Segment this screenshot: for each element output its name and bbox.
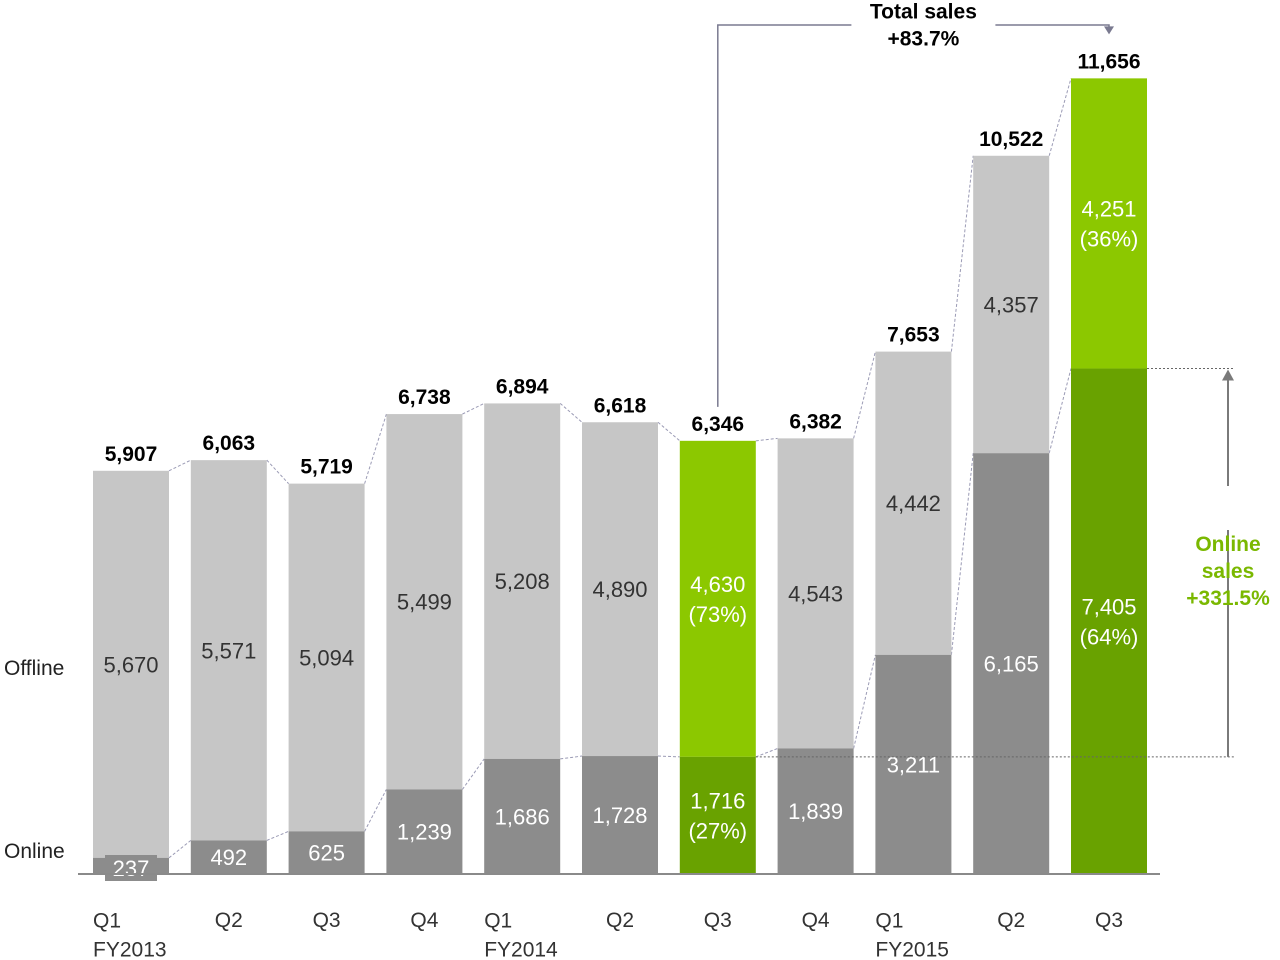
bar-online (777, 748, 854, 874)
offline-value-label: 4,630 (73%) (688, 572, 747, 627)
total-sales-bracket (995, 24, 1110, 29)
online-value-label: 1,686 (495, 804, 550, 829)
bar-offline (973, 155, 1050, 454)
total-value-label: 6,063 (203, 432, 256, 455)
total-connector (657, 421, 681, 442)
total-value-label: 6,382 (789, 410, 842, 433)
offline-value-label: 4,890 (592, 577, 647, 602)
online-connector (266, 830, 289, 841)
bar-online (973, 453, 1050, 874)
total-sales-bracket (717, 24, 852, 407)
total-sales-arrowhead (1104, 26, 1114, 35)
total-value-label: 6,738 (398, 386, 451, 409)
total-connector (853, 351, 876, 439)
online-sales-annotation: Online sales +331.5% (1186, 533, 1270, 610)
online-connector (853, 654, 876, 749)
online-connector (950, 453, 974, 655)
total-connector (168, 459, 192, 472)
total-connector (364, 413, 387, 484)
legend-online-label: Online (4, 840, 65, 863)
bar-offline (875, 351, 952, 655)
bar-online (1071, 368, 1147, 874)
total-value-label: 6,618 (594, 394, 647, 417)
online-value-label: 6,165 (984, 652, 1039, 677)
online-connector (755, 748, 778, 758)
online-connector (364, 789, 387, 832)
online-connector (168, 840, 192, 859)
bar-offline (679, 440, 756, 757)
total-connector (755, 437, 778, 442)
x-tick-label: Q1 FY2014 (484, 910, 558, 960)
total-value-label: 5,907 (105, 443, 158, 466)
x-tick-label: Q3 (704, 909, 732, 932)
offline-value-label: 4,543 (788, 581, 843, 606)
online-connector (1048, 368, 1072, 454)
online-value-label: 7,405 (64%) (1080, 594, 1139, 649)
total-value-label: 10,522 (979, 128, 1043, 151)
online-connector (461, 758, 485, 790)
bar-online (190, 840, 267, 874)
online-label-box (105, 855, 157, 881)
bar-online (484, 758, 561, 874)
legend-offline-label: Offline (4, 657, 64, 680)
bar-online (288, 831, 365, 874)
bars-group (93, 78, 1147, 881)
connector-lines (168, 78, 1072, 859)
bar-offline (777, 438, 854, 749)
offline-value-label: 5,499 (397, 590, 452, 615)
total-value-label: 7,653 (887, 324, 940, 347)
online-value-label: 1,728 (592, 803, 647, 828)
total-sales-annotation: Total sales +83.7% (870, 1, 977, 51)
offline-value-label: 5,094 (299, 645, 354, 670)
total-connector (559, 403, 583, 423)
offline-value-label: 4,251 (36%) (1080, 196, 1139, 251)
labels-group: 5,670 237 5,907 Q1 FY2013 5,571 492 6,063 Q2 5,09… (93, 50, 1141, 960)
x-tick-label: Q2 (215, 909, 243, 932)
offline-value-label: 4,442 (886, 491, 941, 516)
total-value-label: 11,656 (1077, 50, 1140, 73)
total-value-label: 5,719 (300, 456, 353, 479)
online-connector (657, 755, 680, 758)
x-tick-label: Q2 (997, 909, 1025, 932)
online-value-label: 1,839 (788, 799, 843, 824)
online-value-label: 237 (113, 856, 150, 881)
online-connector (560, 755, 583, 760)
online-value-label: 492 (210, 845, 247, 870)
total-connector (266, 459, 289, 484)
annotations-group: Total sales +83.7% Online sales +331.5% (717, 1, 1270, 758)
total-connector (950, 155, 974, 352)
online-value-label: 1,716 (27%) (688, 788, 747, 843)
online-sales-arrowhead (1222, 369, 1234, 381)
x-tick-label: Q3 (1095, 909, 1123, 932)
offline-value-label: 5,208 (495, 569, 550, 594)
bar-offline (1071, 78, 1147, 369)
bar-offline (386, 414, 463, 790)
bar-offline (582, 422, 658, 757)
total-value-label: 6,894 (496, 375, 549, 398)
offline-value-label: 5,571 (201, 638, 256, 663)
offline-value-label: 4,357 (984, 292, 1039, 317)
bar-online (582, 756, 658, 874)
x-tick-label: Q4 (410, 909, 438, 932)
x-tick-label: Q2 (606, 909, 634, 932)
total-connector (1048, 78, 1072, 156)
online-value-label: 625 (308, 841, 345, 866)
bar-online (875, 654, 952, 874)
x-tick-label: Q4 (802, 909, 830, 932)
total-value-label: 6,346 (692, 413, 745, 436)
bar-offline (484, 403, 561, 759)
total-connector (462, 402, 485, 415)
online-value-label: 1,239 (397, 820, 452, 845)
x-tick-label: Q3 (313, 909, 341, 932)
x-tick-label: Q1 FY2013 (93, 910, 167, 960)
bar-online (386, 789, 463, 874)
bar-offline (93, 470, 169, 858)
bar-offline (190, 460, 267, 841)
bar-online (679, 756, 756, 874)
offline-value-label: 5,670 (103, 652, 158, 677)
x-tick-label: Q1 FY2015 (875, 910, 949, 960)
online-value-label: 3,211 (887, 752, 940, 777)
bar-offline (288, 483, 365, 832)
